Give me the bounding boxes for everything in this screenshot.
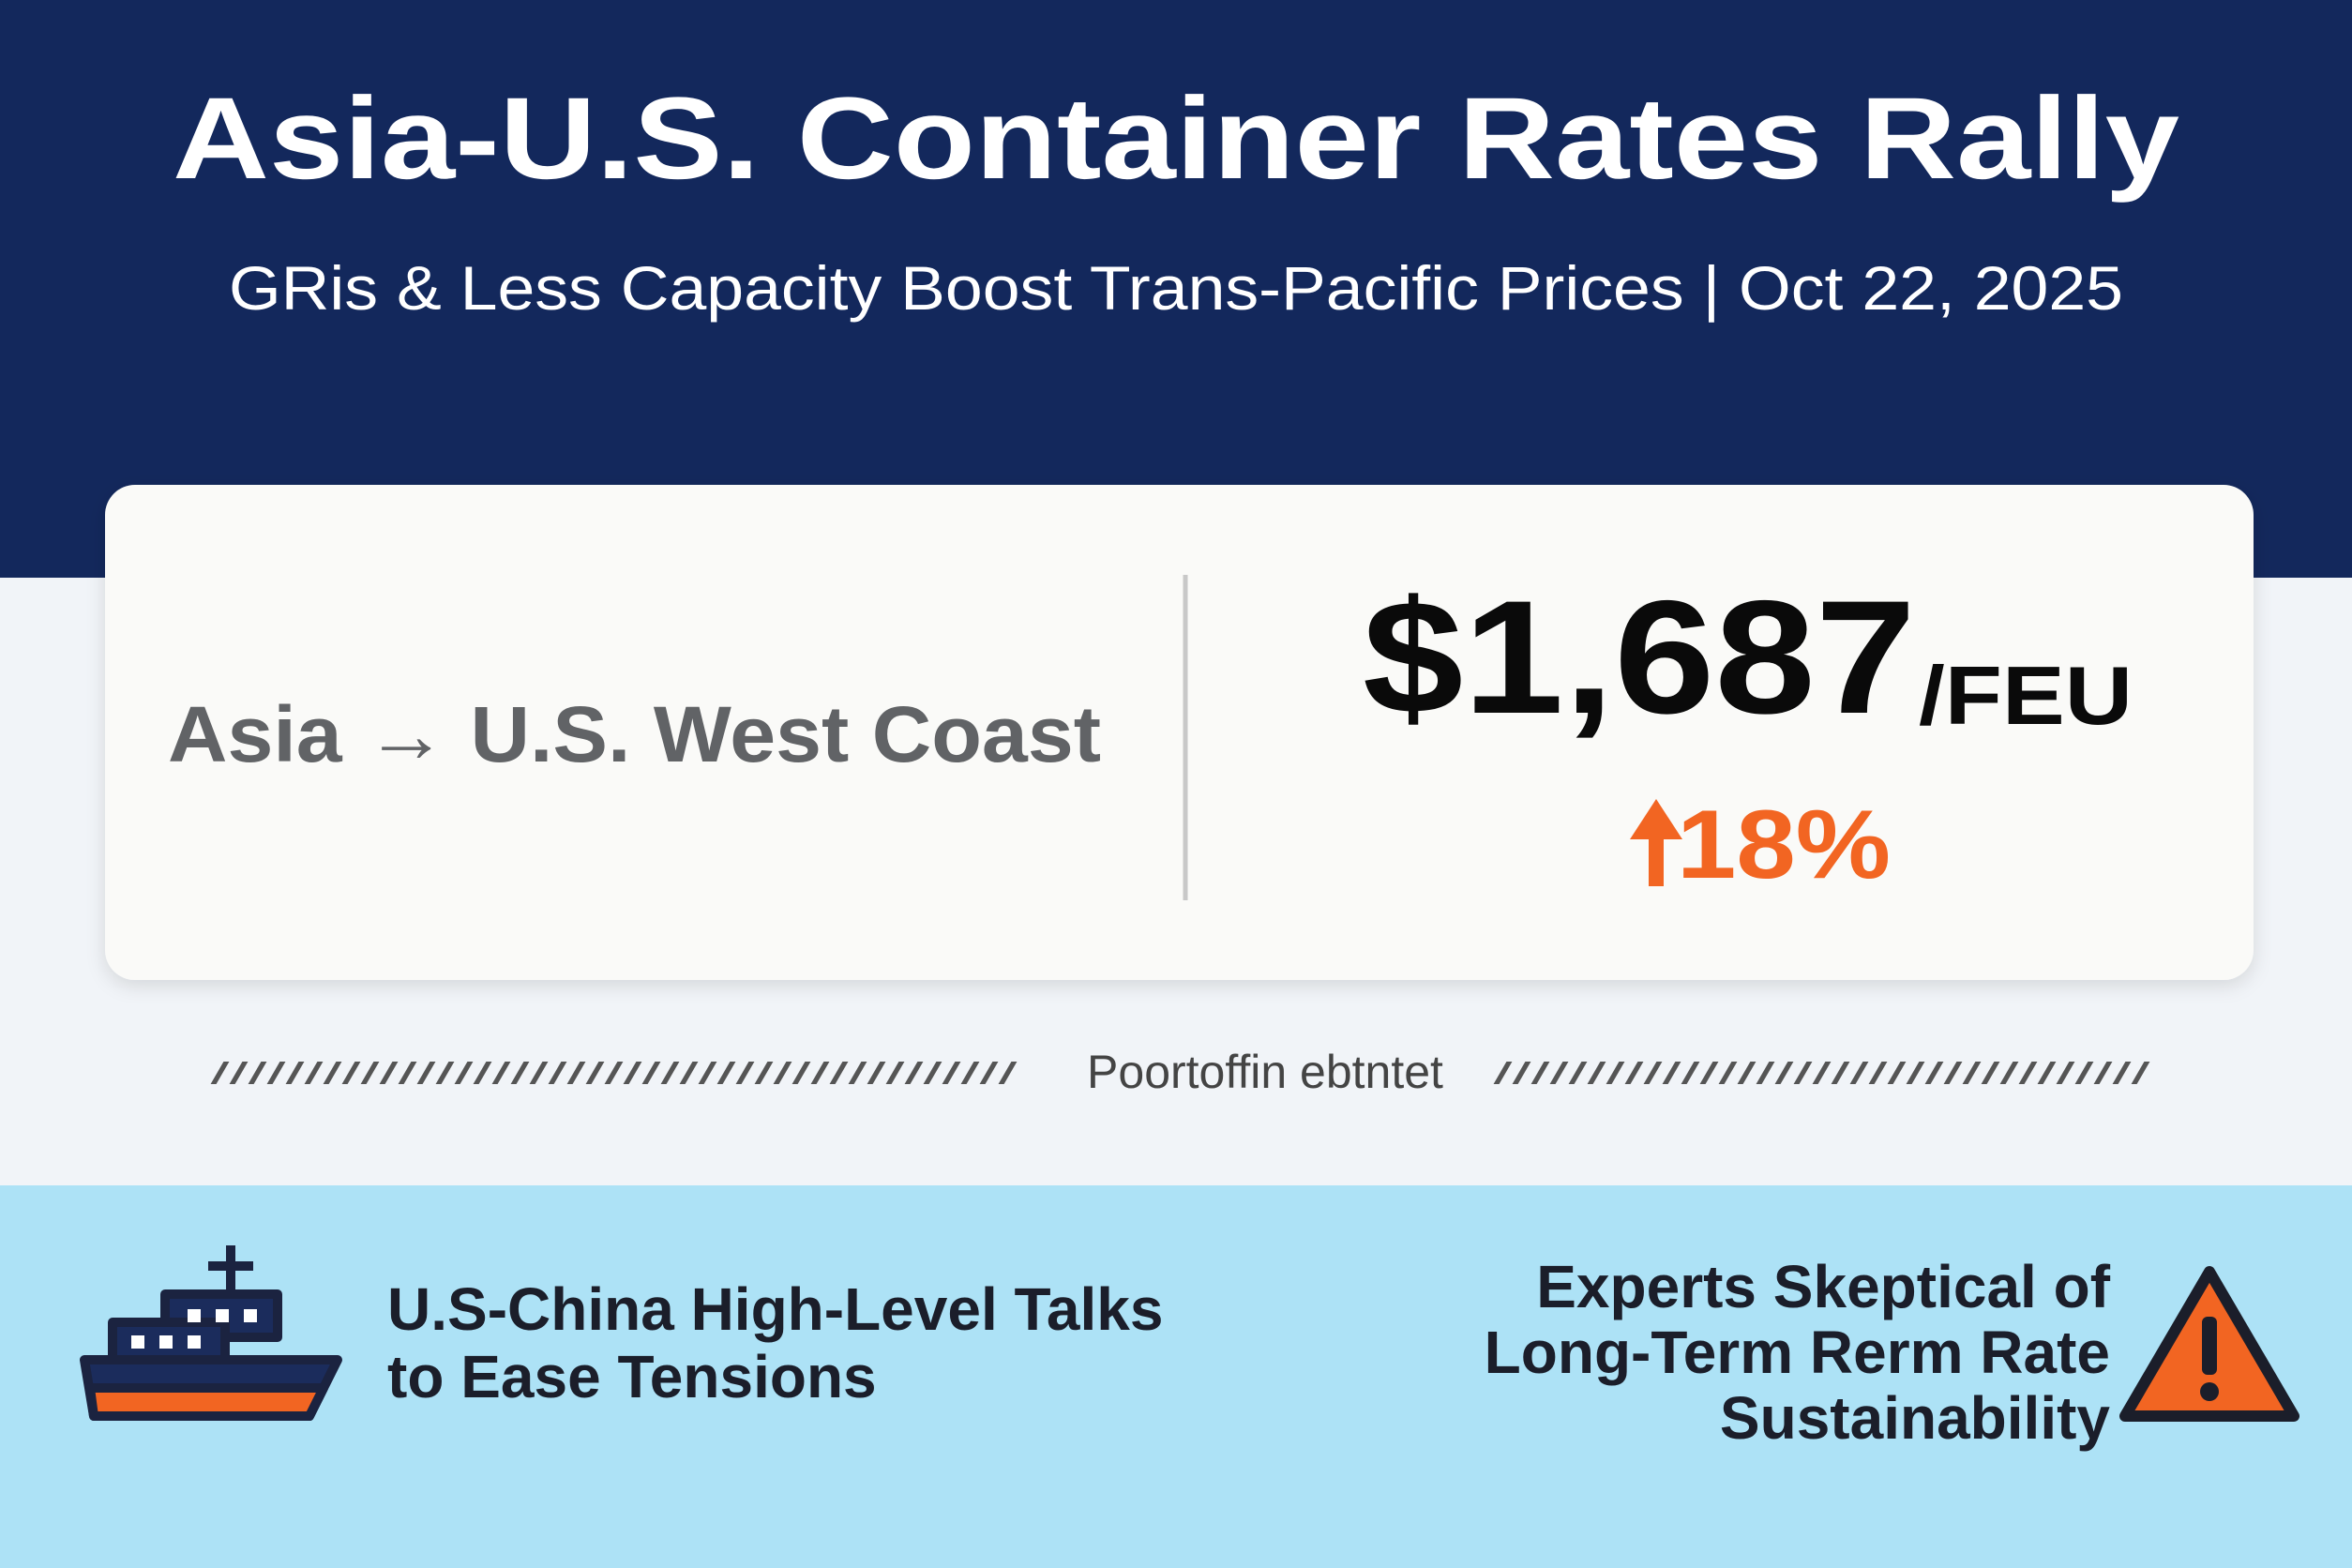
price: $1,687: [1363, 567, 1916, 747]
route: Asia → U.S. West Coast: [168, 690, 1101, 778]
title: Asia-U.S. Container Rates Rally: [173, 74, 2179, 204]
footer-right-line: Long-Term Rerm Rate: [1485, 1319, 2110, 1386]
footer-left-line: U.S-China High-Level Talks: [387, 1275, 1163, 1343]
footer-band: [0, 1185, 2352, 1568]
footer-right-line: Experts Skeptical of: [1536, 1253, 2110, 1320]
footer-left-line: to Ease Tensions: [387, 1343, 877, 1410]
footer-right-line: Sustainability: [1720, 1384, 2111, 1452]
up-arrow: [1630, 799, 1682, 886]
warning-icon: [2119, 1266, 2299, 1422]
ship-icon: [80, 1245, 342, 1421]
change: 18%: [1677, 791, 1891, 899]
header-band: [0, 0, 2352, 578]
subtitle: GRis & Less Capacity Boost Trans-Pacific…: [229, 253, 2123, 323]
price-unit: /FEU: [1919, 649, 2133, 742]
divider-label: Poortoffin ebtntet: [1087, 1046, 1443, 1098]
rate-card: [105, 485, 2254, 980]
